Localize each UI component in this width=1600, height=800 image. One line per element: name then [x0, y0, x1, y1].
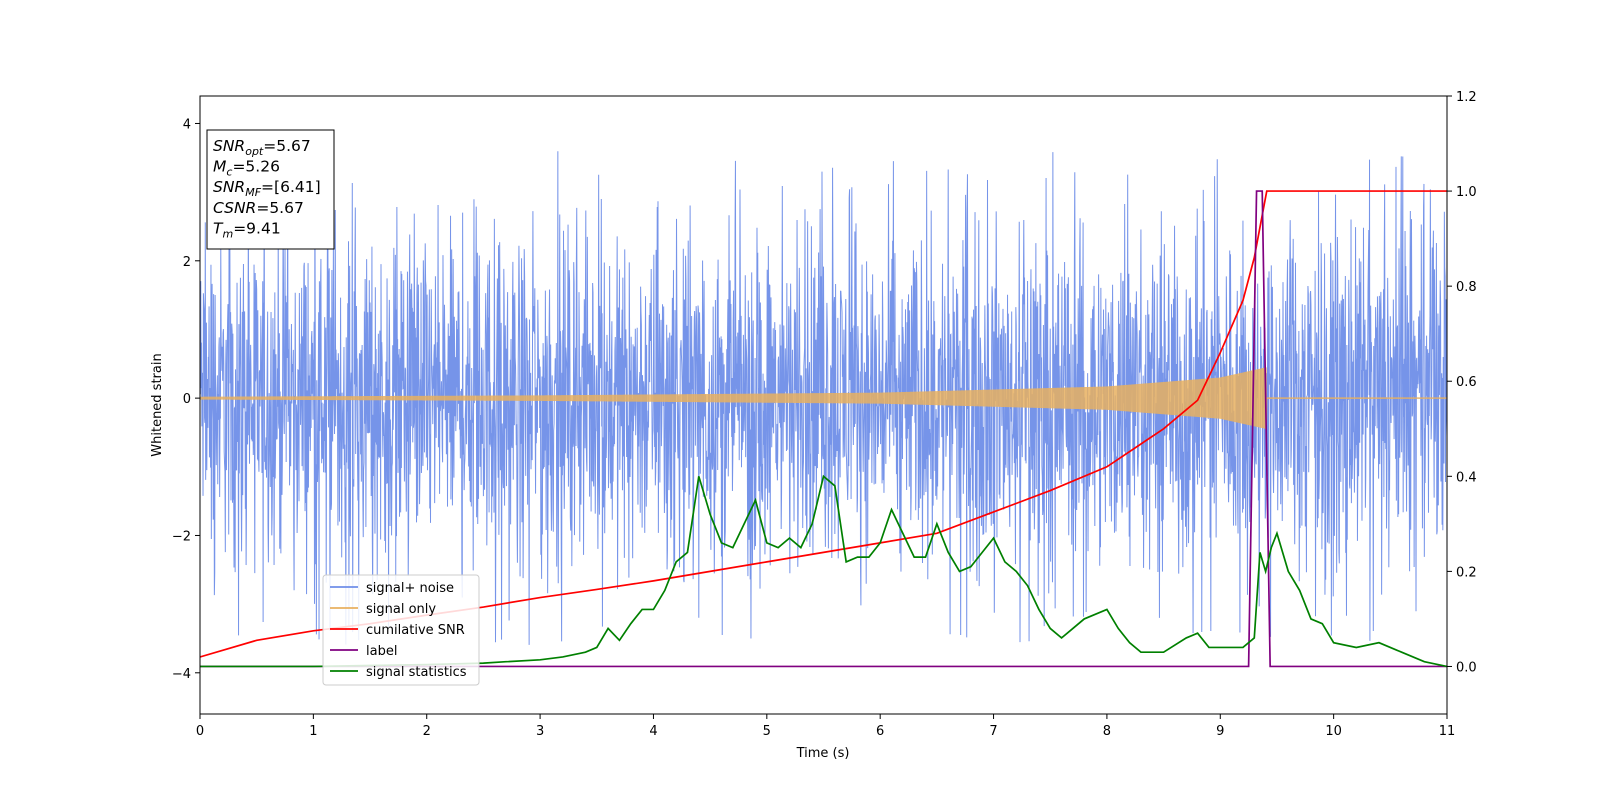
legend-label: signal only — [366, 602, 436, 617]
x-axis: 0 1 2 3 4 5 6 7 8 9 10 11 — [196, 714, 1455, 739]
x-tick-label: 8 — [1103, 724, 1111, 739]
y-tick-label: 4 — [183, 117, 191, 132]
y-axis-left: −4 −2 0 2 4 — [172, 117, 200, 682]
signal-statistics-line — [200, 474, 1447, 668]
legend-label: label — [366, 644, 397, 659]
legend: signal+ noise signal only cumilative SNR la… — [322, 574, 480, 686]
y2-tick-label: 0.8 — [1456, 280, 1477, 295]
x-tick-label: 5 — [763, 724, 771, 739]
annotation-line: CSNR=5.67 — [213, 199, 304, 217]
label-line — [200, 190, 1447, 668]
y2-tick-label: 0.0 — [1456, 660, 1477, 675]
x-tick-label: 11 — [1439, 724, 1456, 739]
x-tick-label: 0 — [196, 724, 204, 739]
y2-tick-label: 0.6 — [1456, 375, 1477, 390]
left-axis-series — [200, 151, 1447, 645]
annotation-line: Tm=9.41 — [213, 219, 281, 240]
annotation-line: SNRopt=5.67 — [213, 137, 311, 158]
annotation-line: SNRMF=[6.41] — [213, 178, 321, 199]
legend-frame — [322, 574, 480, 686]
y2-tick-label: 0.2 — [1456, 565, 1477, 580]
x-tick-label: 3 — [536, 724, 544, 739]
y2-tick-label: 1.0 — [1456, 185, 1477, 200]
plot-frame — [199, 95, 1448, 715]
x-tick-label: 2 — [423, 724, 431, 739]
y-tick-label: 2 — [183, 255, 191, 270]
signal-only-line — [200, 367, 1447, 429]
x-axis-label: Time (s) — [796, 746, 850, 761]
annotation-line: Mc=5.26 — [213, 158, 280, 179]
y-tick-label: −4 — [172, 667, 191, 682]
legend-label: cumilative SNR — [366, 623, 465, 638]
y-tick-label: −2 — [172, 529, 191, 544]
x-tick-label: 7 — [989, 724, 997, 739]
x-tick-label: 1 — [309, 724, 317, 739]
y-axis-right: 0.0 0.2 0.4 0.6 0.8 1.0 1.2 — [1447, 90, 1477, 675]
x-tick-label: 6 — [876, 724, 884, 739]
annotation-frame — [206, 129, 335, 250]
legend-label: signal statistics — [366, 665, 467, 680]
y-axis-label: Whitened strain — [150, 353, 165, 456]
legend-label: signal+ noise — [366, 581, 454, 596]
y2-tick-label: 0.4 — [1456, 470, 1477, 485]
y2-tick-label: 1.2 — [1456, 90, 1477, 105]
x-tick-label: 9 — [1216, 724, 1224, 739]
x-tick-label: 10 — [1325, 724, 1342, 739]
x-tick-label: 4 — [649, 724, 657, 739]
y-tick-label: 0 — [183, 392, 191, 407]
